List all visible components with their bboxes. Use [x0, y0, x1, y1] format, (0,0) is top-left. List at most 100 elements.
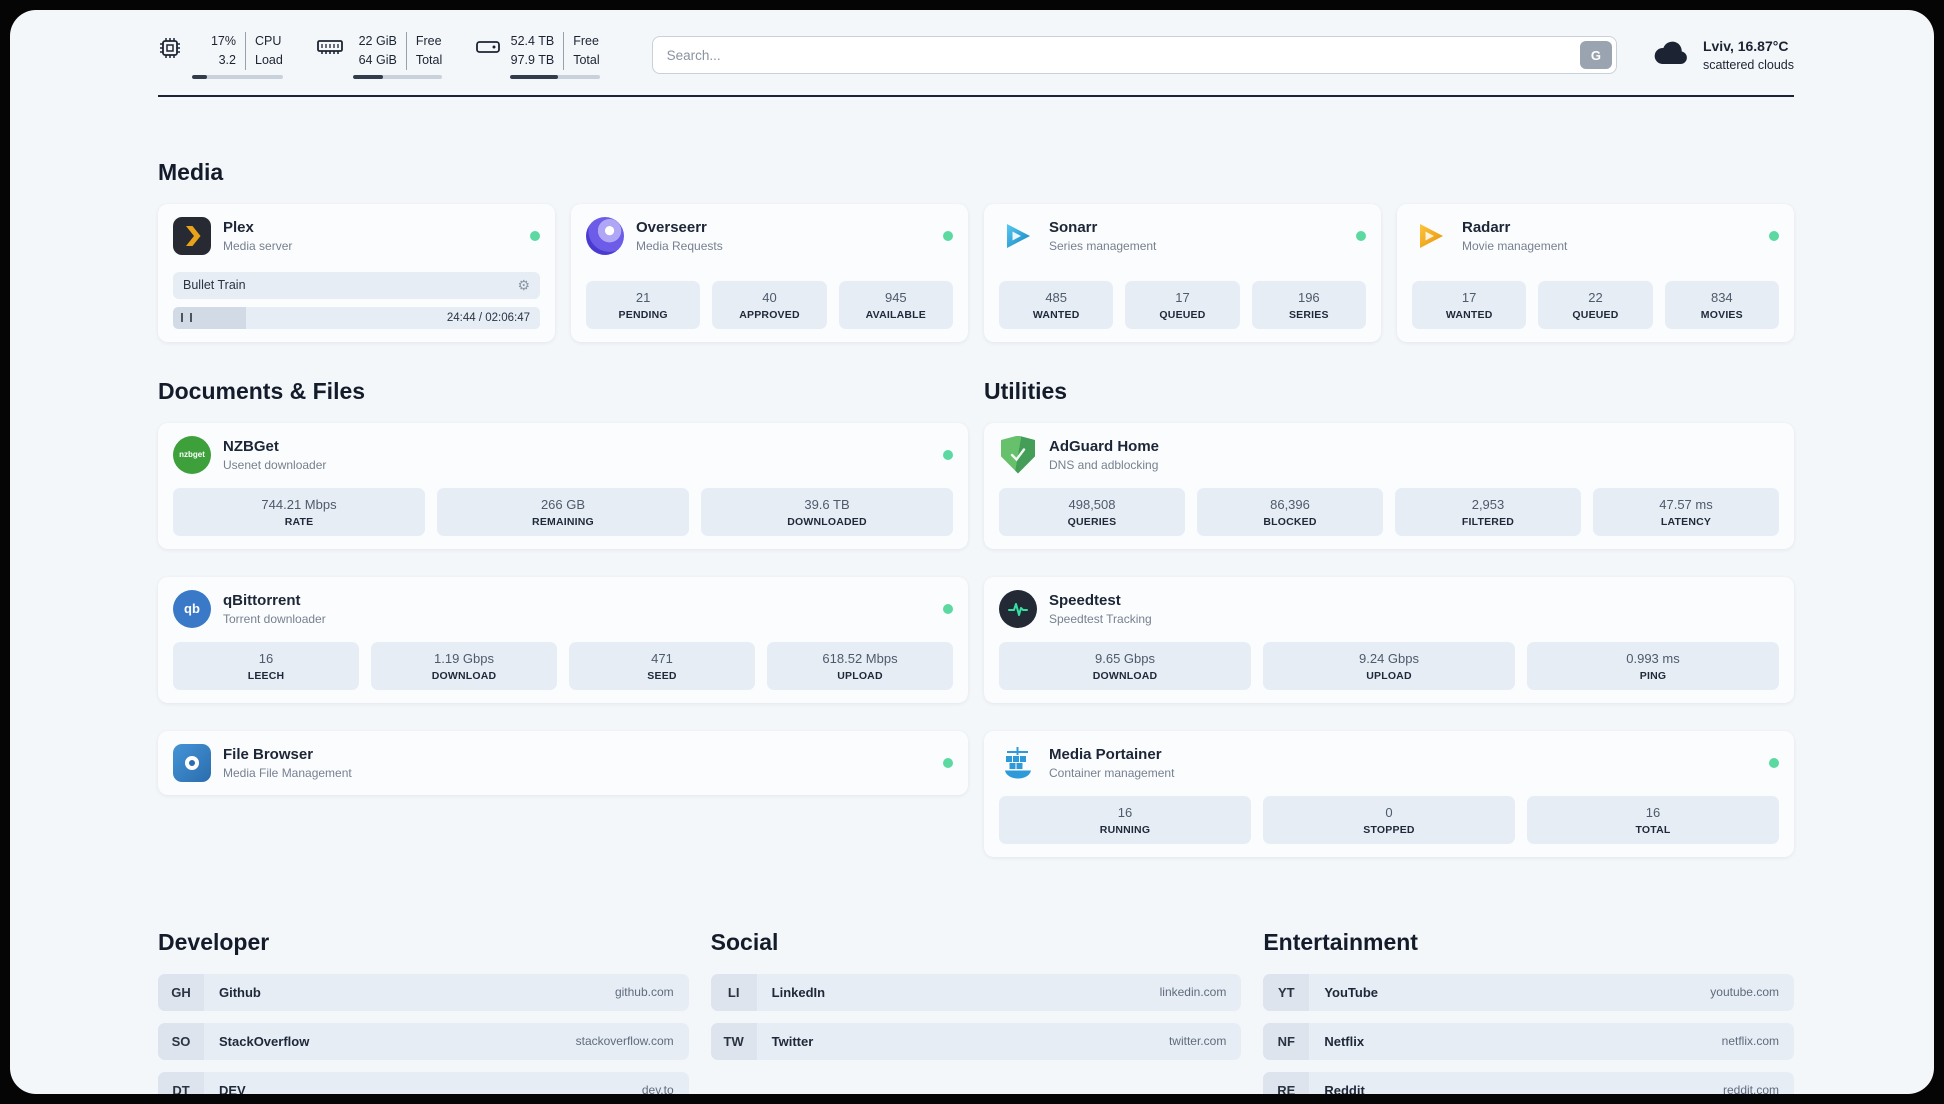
service-name: Speedtest: [1049, 591, 1121, 609]
stat-box: 9.65 Gbps DOWNLOAD: [999, 641, 1251, 690]
bookmark-abbr: SO: [158, 1022, 204, 1060]
speedtest-card[interactable]: Speedtest Speedtest Tracking 9.65 Gbps D…: [984, 576, 1794, 703]
overseerr-card[interactable]: Overseerr Media Requests 21 PENDING 40 A…: [571, 203, 968, 342]
plex-icon: [173, 216, 211, 255]
cpu-label: CPU: [255, 34, 282, 48]
ram-free-value: 22 GiB: [358, 34, 397, 48]
metric-divider: [563, 32, 565, 70]
service-name: AdGuard Home: [1049, 437, 1160, 455]
service-name: File Browser: [223, 745, 314, 763]
service-subtitle: Movie management: [1462, 238, 1568, 253]
adguard-card[interactable]: AdGuard Home DNS and adblocking 498,508 …: [984, 422, 1794, 549]
bookmark-url: github.com: [614, 985, 674, 999]
bookmark-github[interactable]: GH Github github.com: [158, 973, 689, 1011]
filebrowser-card[interactable]: File Browser Media File Management: [158, 730, 968, 795]
stat-box: 39.6 TB DOWNLOADED: [701, 487, 953, 536]
cpu-chip-icon: [158, 32, 182, 65]
disk-progress-bar: [510, 74, 600, 79]
bookmark-url: stackoverflow.com: [575, 1034, 674, 1048]
now-playing-row: Bullet Train ⚙: [173, 271, 540, 299]
search-bar: G: [651, 36, 1617, 75]
bookmark-abbr: GH: [158, 973, 204, 1011]
service-subtitle: DNS and adblocking: [1049, 457, 1159, 472]
bookmark-abbr: LI: [710, 973, 757, 1011]
bookmark-twitter[interactable]: TW Twitter twitter.com: [710, 1022, 1242, 1060]
stat-box: 9.24 Gbps UPLOAD: [1263, 641, 1515, 690]
playback-progress-bar[interactable]: 24:44 / 02:06:47: [173, 306, 540, 329]
service-name: Radarr: [1462, 218, 1511, 236]
stat-box: 498,508 QUERIES: [999, 487, 1185, 536]
stat-box: 22 QUEUED: [1538, 280, 1653, 329]
service-subtitle: Media server: [223, 238, 293, 253]
bookmark-url: dev.to: [641, 1083, 674, 1094]
stat-box: 1.19 Gbps DOWNLOAD: [371, 641, 557, 690]
stat-box: 485 WANTED: [999, 280, 1114, 329]
stat-box: 16 TOTAL: [1527, 795, 1779, 844]
bookmark-url: netflix.com: [1721, 1034, 1779, 1048]
bookmark-dev[interactable]: DT DEV dev.to: [158, 1071, 689, 1094]
weather-condition: scattered clouds: [1702, 58, 1794, 73]
qbittorrent-card[interactable]: qb qBittorrent Torrent downloader 16 LEE…: [158, 576, 968, 703]
stat-box: 21 PENDING: [586, 280, 701, 329]
qbittorrent-icon: qb: [173, 589, 211, 628]
status-dot: [943, 603, 953, 614]
bookmark-name: Github: [219, 984, 261, 1000]
bookmark-abbr: DT: [158, 1071, 204, 1094]
metric-divider: [245, 32, 246, 70]
nzbget-card[interactable]: nzbget NZBGet Usenet downloader 744.21 M…: [158, 422, 968, 549]
disk-widget: 52.4 TB 97.9 TB Free Total: [476, 32, 600, 79]
ram-total-label: Total: [415, 52, 443, 67]
stat-box: 196 SERIES: [1251, 280, 1366, 329]
search-engine-badge[interactable]: G: [1579, 41, 1612, 70]
portainer-card[interactable]: Media Portainer Container management 16 …: [984, 730, 1794, 857]
dashboard: 17% 3.2 CPU Load 22 Gi: [10, 10, 1934, 1094]
service-name: Media Portainer: [1049, 745, 1162, 763]
bookmark-name: StackOverflow: [219, 1033, 310, 1049]
overseerr-icon: [586, 216, 624, 255]
bookmark-linkedin[interactable]: LI LinkedIn linkedin.com: [710, 973, 1242, 1011]
nzbget-icon: nzbget: [173, 435, 211, 474]
search-input[interactable]: [651, 36, 1617, 75]
bookmark-netflix[interactable]: NF Netflix netflix.com: [1263, 1022, 1794, 1060]
section-heading-social: Social: [710, 928, 779, 955]
bookmark-url: twitter.com: [1168, 1034, 1227, 1048]
stat-box: 47.57 ms LATENCY: [1593, 487, 1779, 536]
radarr-icon: [1412, 217, 1450, 255]
disk-free-label: Free: [573, 34, 599, 48]
bookmark-name: Reddit: [1324, 1082, 1365, 1095]
header-divider: [158, 94, 1794, 97]
topbar: 17% 3.2 CPU Load 22 Gi: [158, 32, 1794, 79]
settings-gear-icon[interactable]: ⚙: [517, 276, 530, 293]
service-subtitle: Torrent downloader: [223, 611, 326, 626]
service-name: Plex: [223, 218, 254, 236]
pause-icon[interactable]: [181, 313, 192, 322]
bookmark-stackoverflow[interactable]: SO StackOverflow stackoverflow.com: [158, 1022, 689, 1060]
sonarr-card[interactable]: Sonarr Series management 485 WANTED 17 Q…: [984, 203, 1381, 342]
stat-box: 16 LEECH: [173, 641, 359, 690]
service-name: qBittorrent: [223, 591, 301, 609]
ram-free-label: Free: [415, 34, 442, 48]
bookmark-reddit[interactable]: RE Reddit reddit.com: [1263, 1071, 1794, 1095]
service-subtitle: Media File Management: [223, 765, 352, 780]
sonarr-icon: [999, 217, 1037, 255]
disk-icon: [476, 32, 501, 63]
stat-box: 266 GB REMAINING: [437, 487, 689, 536]
service-subtitle: Series management: [1049, 238, 1157, 253]
status-dot: [1769, 757, 1779, 768]
bookmark-youtube[interactable]: YT YouTube youtube.com: [1263, 973, 1794, 1011]
cpu-load-value: 3.2: [218, 52, 236, 67]
bookmark-abbr: NF: [1263, 1022, 1310, 1060]
media-grid: Plex Media server Bullet Train ⚙ 24:44 /…: [158, 203, 1794, 342]
plex-card[interactable]: Plex Media server Bullet Train ⚙ 24:44 /…: [158, 203, 555, 342]
section-heading-media: Media: [158, 158, 224, 185]
disk-total-label: Total: [573, 52, 600, 67]
service-name: Sonarr: [1049, 218, 1098, 236]
stat-box: 834 MOVIES: [1664, 280, 1779, 329]
status-dot: [943, 757, 953, 768]
bookmark-name: Twitter: [771, 1033, 814, 1049]
disk-free-value: 52.4 TB: [510, 34, 555, 48]
status-dot: [1356, 230, 1366, 241]
stat-box: 40 APPROVED: [712, 280, 827, 329]
service-subtitle: Media Requests: [636, 238, 723, 253]
radarr-card[interactable]: Radarr Movie management 17 WANTED 22 QUE…: [1397, 203, 1794, 342]
